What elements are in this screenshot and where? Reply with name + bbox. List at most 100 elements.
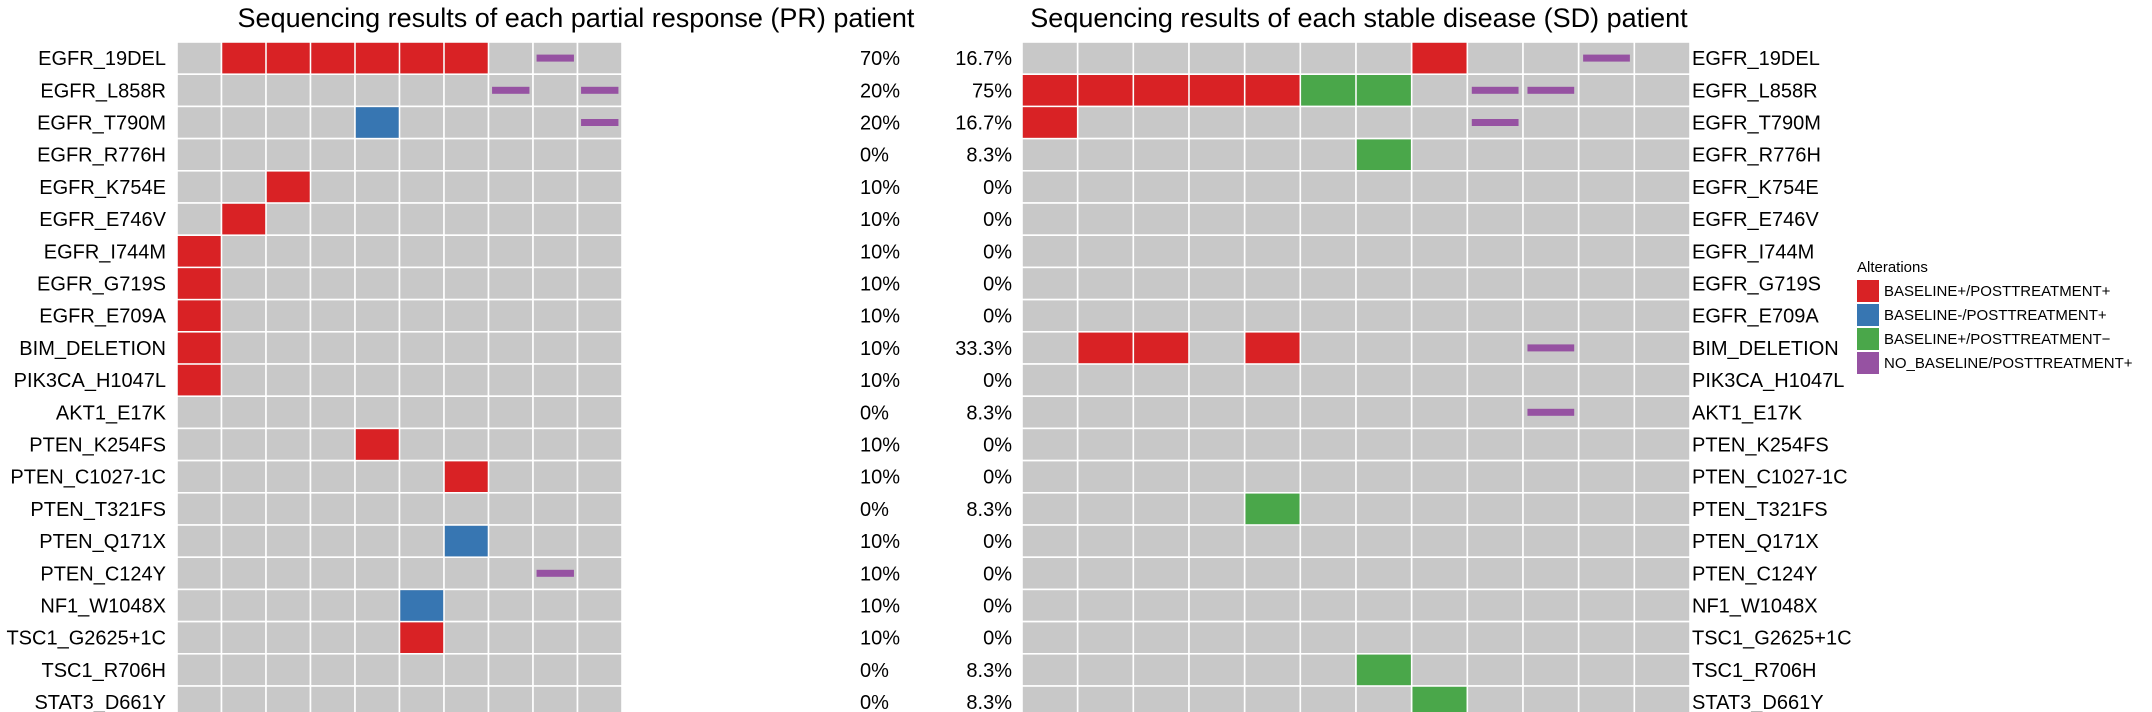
- grid-cell: [220, 685, 267, 712]
- grid-cell: [1132, 363, 1190, 398]
- grid-cell: [176, 105, 223, 140]
- gene-label: PTEN_C1027-1C: [10, 467, 166, 489]
- grid-cell: [1522, 427, 1580, 462]
- gene-label: EGFR_E746V: [39, 209, 166, 231]
- grid-cell: [1188, 685, 1246, 712]
- grid-cell: [1466, 266, 1524, 301]
- grid-cell: [576, 685, 623, 712]
- grid-cell: [398, 266, 445, 301]
- grid-cell: [1076, 202, 1135, 237]
- gene-label: PTEN_C124Y: [1692, 563, 1818, 585]
- grid-cell: [1522, 491, 1580, 526]
- grid-cell: [354, 266, 401, 301]
- grid-cell: [1577, 73, 1636, 108]
- grid-cell: [1076, 685, 1135, 712]
- grid-cell: [1577, 620, 1636, 655]
- grid-cell: [443, 298, 490, 333]
- grid-cell: [1577, 105, 1636, 140]
- percentage-label: 0%: [860, 692, 889, 712]
- grid-cell: [309, 330, 356, 365]
- grid-cell: [1132, 588, 1190, 623]
- grid-cell: [1243, 202, 1302, 237]
- alteration-mark: [1412, 42, 1467, 74]
- percentage-label: 8.3%: [966, 692, 1012, 712]
- grid-cell: [1243, 41, 1302, 76]
- grid-cell: [1577, 137, 1636, 172]
- grid-cell: [1577, 363, 1636, 398]
- grid-cell: [1132, 427, 1190, 462]
- grid-cell: [1410, 105, 1469, 140]
- gene-label: EGFR_L858R: [40, 80, 166, 102]
- gene-label: EGFR_E709A: [39, 306, 166, 328]
- alteration-mark: [222, 203, 266, 235]
- grid-cell: [1355, 459, 1413, 494]
- alteration-mark: [400, 590, 444, 621]
- grid-cell: [1299, 588, 1357, 623]
- grid-cell: [354, 556, 401, 591]
- grid-cell: [532, 427, 579, 462]
- grid-cell: [1021, 459, 1079, 494]
- grid-cell: [1577, 459, 1636, 494]
- grid-cell: [487, 620, 534, 655]
- grid-cell: [1355, 395, 1413, 430]
- gene-label: PIK3CA_H1047L: [14, 370, 166, 392]
- grid-cell: [1132, 41, 1190, 76]
- percentage-label: 0%: [983, 596, 1012, 618]
- grid-cell: [1410, 427, 1469, 462]
- grid-cell: [398, 491, 445, 526]
- grid-cell: [1299, 556, 1357, 591]
- grid-cell: [1410, 330, 1469, 365]
- grid-cell: [1633, 524, 1691, 559]
- gene-label: PTEN_K254FS: [1692, 435, 1829, 457]
- alteration-mark: [1527, 86, 1575, 94]
- gene-label: EGFR_R776H: [37, 145, 166, 167]
- grid-cell: [1243, 170, 1302, 204]
- grid-cell: [532, 298, 579, 333]
- grid-cell: [1410, 234, 1469, 269]
- grid-cell: [1021, 427, 1079, 462]
- legend-swatch: [1857, 352, 1879, 374]
- grid-cell: [1021, 266, 1079, 301]
- alteration-mark: [1301, 75, 1356, 106]
- grid-cell: [576, 363, 623, 398]
- grid-cell: [576, 266, 623, 301]
- gene-label: BIM_DELETION: [19, 338, 166, 360]
- alteration-mark: [1527, 408, 1575, 416]
- grid-cell: [532, 105, 579, 140]
- grid-cell: [1188, 620, 1246, 655]
- grid-cell: [576, 170, 623, 204]
- grid-cell: [354, 491, 401, 526]
- grid-cell: [398, 105, 445, 140]
- grid-cell: [1188, 137, 1246, 172]
- grid-cell: [1076, 170, 1135, 204]
- grid-cell: [1410, 170, 1469, 204]
- grid-cell: [309, 137, 356, 172]
- grid-cell: [1021, 137, 1079, 172]
- grid-cell: [1299, 685, 1357, 712]
- grid-cell: [1188, 234, 1246, 269]
- sd-oncoprint: EGFR_19DEL 16.7% EGFR_L858R 75% EGFR_T790M 16…: [955, 41, 1852, 712]
- grid-cell: [1577, 234, 1636, 269]
- grid-cell: [487, 427, 534, 462]
- gene-label: STAT3_D661Y: [1692, 692, 1824, 712]
- gene-label: EGFR_E746V: [1692, 209, 1819, 231]
- grid-cell: [1021, 652, 1079, 687]
- grid-cell: [398, 202, 445, 237]
- grid-cell: [1299, 652, 1357, 687]
- grid-cell: [1355, 170, 1413, 204]
- alteration-mark: [1412, 686, 1467, 712]
- grid-cell: [532, 395, 579, 430]
- alteration-mark: [400, 42, 444, 74]
- grid-cell: [1410, 459, 1469, 494]
- grid-cell: [1076, 588, 1135, 623]
- grid-cell: [176, 395, 223, 430]
- alteration-mark: [177, 364, 221, 396]
- grid-cell: [1577, 588, 1636, 623]
- grid-cell: [398, 524, 445, 559]
- percentage-label: 10%: [860, 370, 900, 392]
- grid-cell: [220, 588, 267, 623]
- grid-cell: [176, 491, 223, 526]
- grid-cell: [1299, 395, 1357, 430]
- grid-cell: [220, 137, 267, 172]
- alteration-mark: [1022, 75, 1077, 106]
